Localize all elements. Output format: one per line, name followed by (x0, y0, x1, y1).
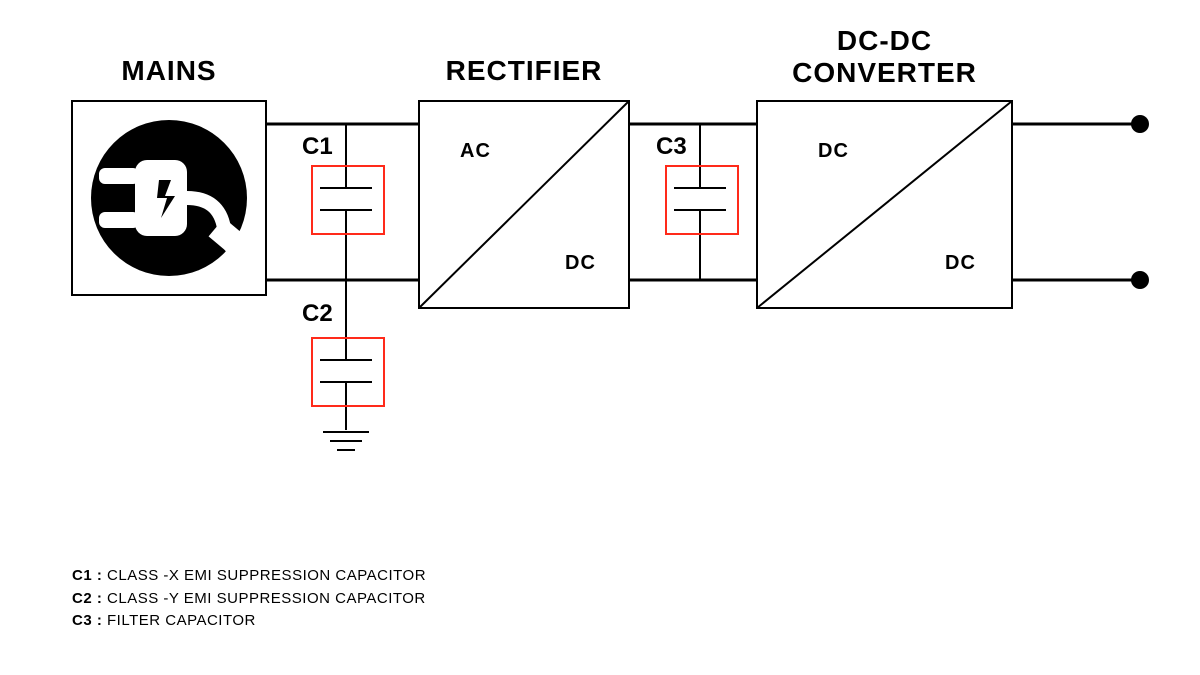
cap-c2 (312, 280, 384, 430)
plug-icon (91, 120, 249, 276)
rectifier-diag (419, 101, 629, 308)
converter-diag (757, 101, 1012, 308)
cap-c1 (312, 124, 384, 280)
ground-icon (323, 432, 369, 450)
diagram-svg (0, 0, 1200, 675)
out-dot-top (1131, 115, 1149, 133)
out-dot-bot (1131, 271, 1149, 289)
cap-c3 (666, 124, 738, 280)
